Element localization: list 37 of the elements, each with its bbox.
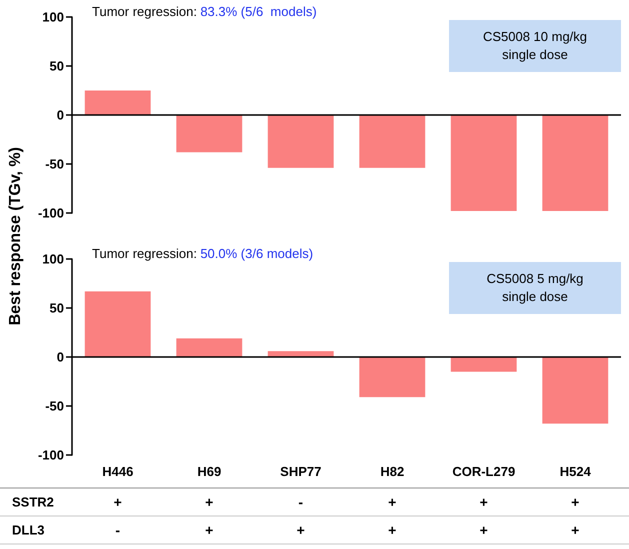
label-box: CS5008 5 mg/kg single dose bbox=[449, 262, 621, 314]
text: + bbox=[480, 494, 488, 510]
text: + bbox=[571, 494, 580, 510]
text: + bbox=[388, 522, 396, 538]
y-tick-label: 50 bbox=[50, 300, 64, 316]
label-box: CS5008 10 mg/kg single dose bbox=[449, 20, 621, 72]
x-tick-label: SHP77 bbox=[280, 464, 322, 479]
x-tick-label: H524 bbox=[560, 464, 592, 479]
text: + bbox=[571, 522, 580, 538]
text: SSTR2 bbox=[12, 494, 54, 510]
text: + bbox=[480, 522, 488, 538]
text: - bbox=[298, 494, 304, 510]
annotation: 83.3% (5/6 models) bbox=[200, 4, 317, 19]
x-tick-label: COR-L279 bbox=[452, 464, 516, 479]
y-tick-label: 0 bbox=[56, 108, 64, 122]
x-tick-label: H446 bbox=[102, 464, 134, 479]
y-tick-label: -100 bbox=[38, 448, 64, 462]
y-tick-label: -50 bbox=[45, 398, 64, 414]
annotation: Tumor regression: bbox=[92, 246, 197, 261]
text: + bbox=[296, 522, 305, 538]
y-tick-label: -50 bbox=[45, 156, 64, 172]
text: + bbox=[114, 494, 122, 510]
y-tick-label: -100 bbox=[38, 206, 64, 220]
text: + bbox=[205, 522, 214, 538]
x-tick-label: H69 bbox=[197, 464, 222, 479]
text: DLL3 bbox=[12, 522, 44, 538]
annotation: Tumor regression: bbox=[92, 4, 197, 19]
text: + bbox=[205, 494, 214, 510]
x-tick-label: H82 bbox=[380, 464, 404, 479]
annotation: 50.0% (3/6 models) bbox=[200, 246, 314, 261]
y-tick-label: 100 bbox=[42, 10, 64, 24]
y-tick-label: 100 bbox=[42, 252, 64, 266]
y-tick-label: 0 bbox=[56, 350, 64, 364]
text: - bbox=[115, 522, 120, 538]
y-axis-title: Best response (TGv, %) bbox=[7, 146, 25, 326]
text: + bbox=[388, 494, 396, 510]
y-tick-label: 50 bbox=[50, 58, 64, 74]
